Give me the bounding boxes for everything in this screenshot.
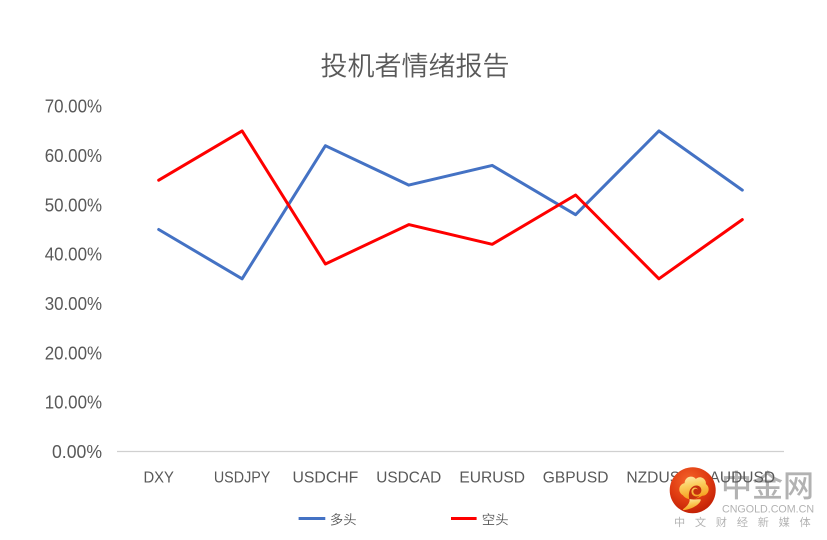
svg-text:40.00%: 40.00% xyxy=(45,245,102,265)
svg-text:10.00%: 10.00% xyxy=(45,393,102,413)
svg-text:20.00%: 20.00% xyxy=(45,343,102,363)
svg-text:0.00%: 0.00% xyxy=(52,442,102,462)
svg-text:AUDUSD: AUDUSD xyxy=(710,469,776,486)
svg-text:50.00%: 50.00% xyxy=(45,195,102,215)
svg-text:USDCAD: USDCAD xyxy=(376,469,441,486)
svg-text:DXY: DXY xyxy=(143,469,174,486)
svg-text:GBPUSD: GBPUSD xyxy=(543,469,609,486)
svg-text:70.00%: 70.00% xyxy=(45,97,102,117)
svg-text:60.00%: 60.00% xyxy=(45,146,102,166)
svg-text:USDCHF: USDCHF xyxy=(293,469,359,486)
svg-text:USDJPY: USDJPY xyxy=(214,469,271,486)
svg-text:30.00%: 30.00% xyxy=(45,294,102,314)
svg-text:EURUSD: EURUSD xyxy=(459,469,525,486)
svg-text:CNGOLD.COM.CN: CNGOLD.COM.CN xyxy=(722,503,814,515)
